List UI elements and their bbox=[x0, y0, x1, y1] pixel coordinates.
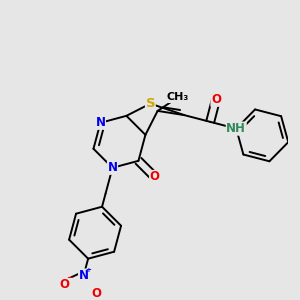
Text: −: − bbox=[66, 273, 73, 282]
Text: +: + bbox=[85, 267, 91, 273]
Text: O: O bbox=[91, 287, 101, 300]
Text: O: O bbox=[211, 93, 221, 106]
Text: N: N bbox=[79, 269, 88, 282]
Text: O: O bbox=[150, 170, 160, 184]
Text: N: N bbox=[95, 116, 105, 129]
Text: CH₃: CH₃ bbox=[167, 92, 189, 103]
Text: O: O bbox=[59, 278, 69, 291]
Text: NH: NH bbox=[226, 122, 246, 135]
Text: S: S bbox=[146, 97, 155, 110]
Text: N: N bbox=[107, 161, 118, 174]
